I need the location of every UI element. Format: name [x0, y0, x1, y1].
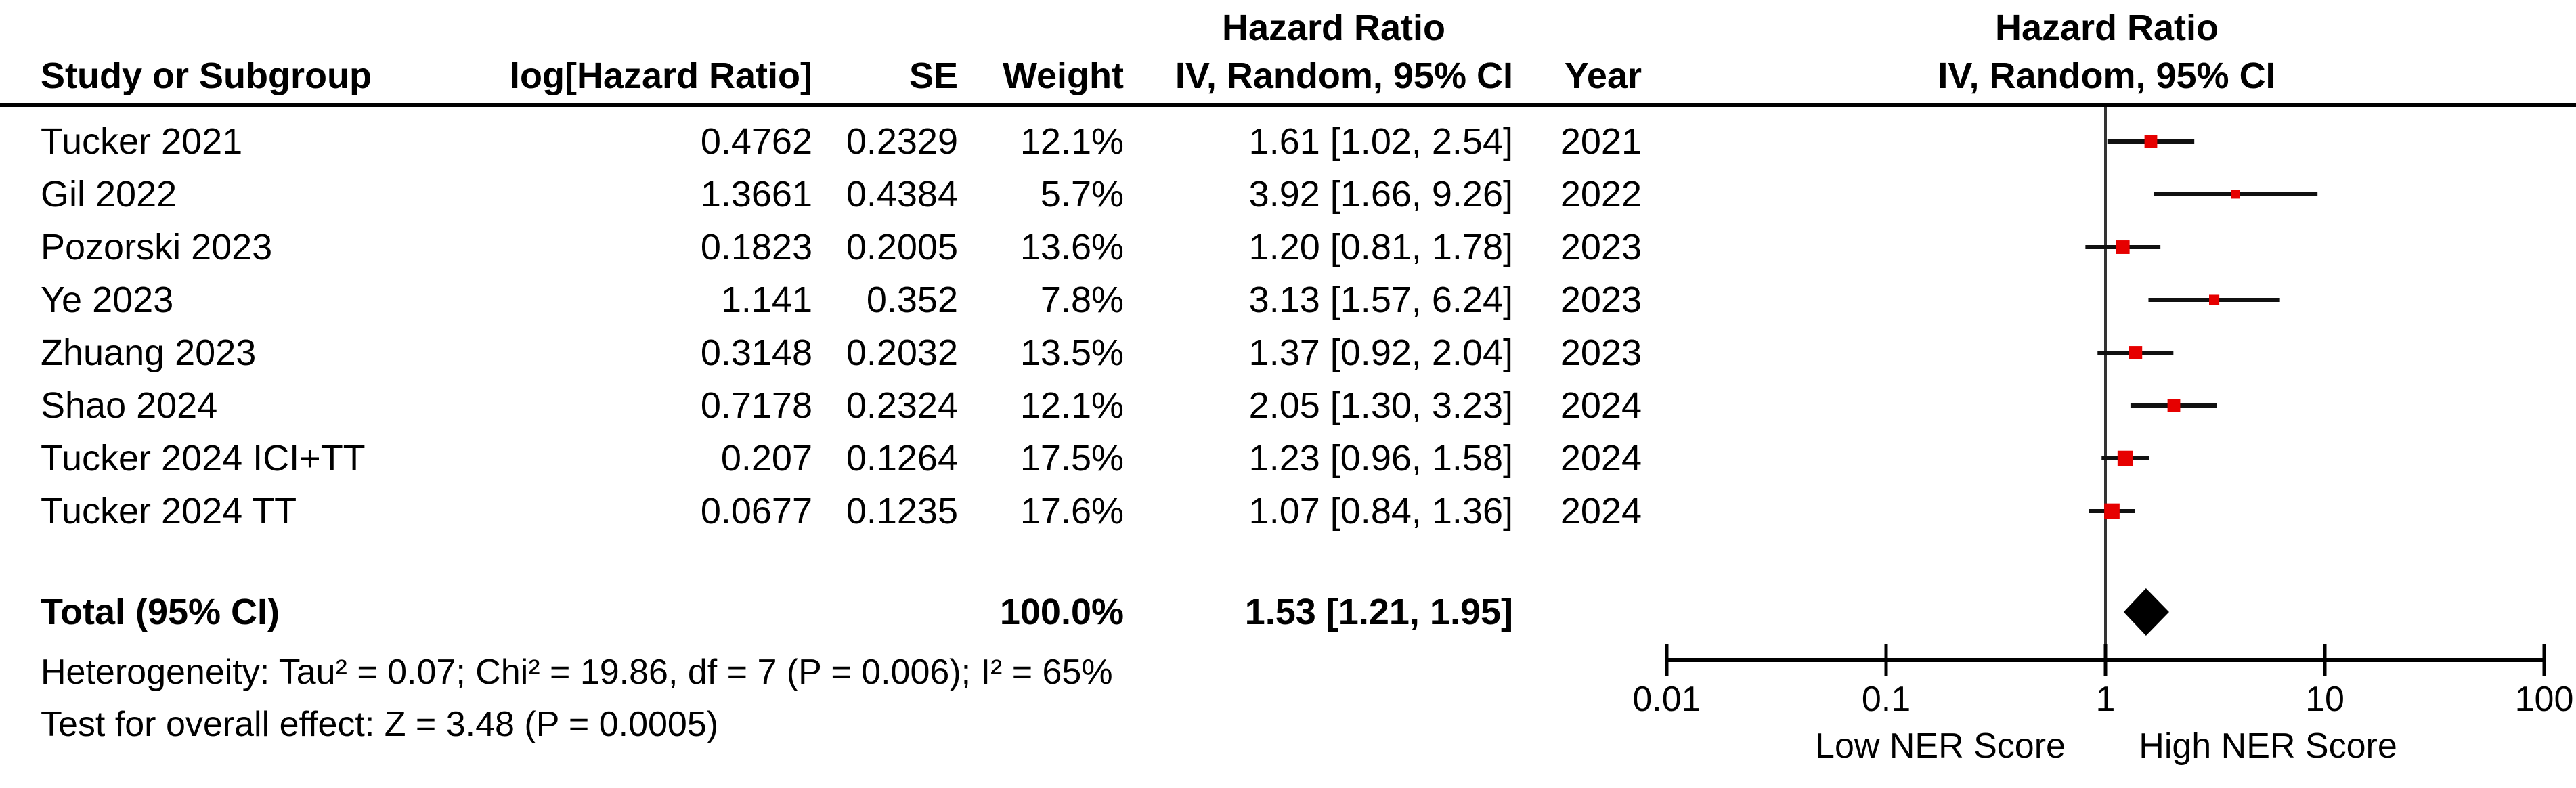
loghr-value: 0.7178 [700, 385, 812, 426]
study-name: Tucker 2024 TT [41, 491, 297, 531]
loghr-value: 0.207 [720, 438, 812, 479]
total-diamond [2123, 588, 2169, 636]
table-row: Pozorski 2023 0.1823 0.2005 13.6% 1.20 [… [0, 221, 1665, 273]
year-value: 2024 [1560, 385, 1642, 426]
column-header-year: Year [1564, 56, 1642, 96]
ci-value: 3.92 [1.66, 9.26] [1248, 174, 1513, 215]
axis-tick-label-0.1: 0.1 [1861, 680, 1911, 719]
table-row: Tucker 2024 ICI+TT 0.207 0.1264 17.5% 1.… [0, 432, 1665, 485]
plot-hazard-ratio-group-header: Hazard Ratio [1994, 7, 2219, 48]
study-name: Shao 2024 [41, 385, 218, 426]
effect-square-4 [2129, 346, 2143, 359]
se-value: 0.2005 [846, 227, 958, 267]
axis-label-high: High NER Score [2139, 726, 2397, 766]
table-row: Zhuang 2023 0.3148 0.2032 13.5% 1.37 [0.… [0, 326, 1665, 379]
weight-value: 7.8% [1040, 280, 1124, 320]
weight-value: 17.6% [1020, 491, 1124, 531]
year-value: 2021 [1560, 121, 1642, 162]
weight-value: 13.5% [1020, 332, 1124, 373]
column-header-study: Study or Subgroup [41, 56, 372, 96]
weight-value: 13.6% [1020, 227, 1124, 267]
study-name: Tucker 2021 [41, 121, 243, 162]
weight-value: 12.1% [1020, 121, 1124, 162]
table-row: Gil 2022 1.3661 0.4384 5.7% 3.92 [1.66, … [0, 168, 1665, 221]
loghr-value: 0.3148 [700, 332, 812, 373]
axis-tick-label-100: 100 [2514, 680, 2574, 719]
study-name: Tucker 2024 ICI+TT [41, 438, 366, 479]
total-weight: 100.0% [999, 592, 1124, 632]
study-name: Zhuang 2023 [41, 332, 257, 373]
ci-value: 1.37 [0.92, 2.04] [1248, 332, 1513, 373]
table-row: Shao 2024 0.7178 0.2324 12.1% 2.05 [1.30… [0, 379, 1665, 432]
plot-subtitle: IV, Random, 95% CI [1938, 56, 2276, 96]
year-value: 2024 [1560, 491, 1642, 531]
effect-square-7 [2104, 503, 2120, 519]
ci-value: 1.61 [1.02, 2.54] [1248, 121, 1513, 162]
ci-value: 2.05 [1.30, 3.23] [1248, 385, 1513, 426]
loghr-value: 0.4762 [700, 121, 812, 162]
axis-tick-label-0.01: 0.01 [1632, 680, 1701, 719]
effect-square-2 [2116, 240, 2130, 254]
column-header-ci: IV, Random, 95% CI [1175, 56, 1513, 96]
heterogeneity-note: Heterogeneity: Tau² = 0.07; Chi² = 19.86… [41, 653, 1113, 692]
axis-tick-label-1: 1 [2095, 680, 2116, 719]
table-row: Tucker 2024 TT 0.0677 0.1235 17.6% 1.07 … [0, 485, 1665, 538]
se-value: 0.352 [866, 280, 958, 320]
weight-value: 12.1% [1020, 385, 1124, 426]
effect-square-3 [2209, 294, 2220, 305]
effect-square-1 [2231, 190, 2240, 199]
table-hazard-ratio-group-header: Hazard Ratio [1221, 7, 1446, 48]
total-ci: 1.53 [1.21, 1.95] [1244, 592, 1513, 632]
year-value: 2023 [1560, 332, 1642, 373]
axis-tick-label-10: 10 [2305, 680, 2344, 719]
weight-value: 17.5% [1020, 438, 1124, 479]
column-header-se: SE [909, 56, 958, 96]
effect-square-5 [2167, 399, 2181, 412]
total-label: Total (95% CI) [41, 592, 280, 632]
year-value: 2023 [1560, 280, 1642, 320]
ci-value: 1.23 [0.96, 1.58] [1248, 438, 1513, 479]
axis-label-low: Low NER Score [1815, 726, 2066, 766]
loghr-value: 1.3661 [700, 174, 812, 215]
total-row: Total (95% CI) 100.0% 1.53 [1.21, 1.95] [0, 586, 1665, 638]
se-value: 0.1235 [846, 491, 958, 531]
study-name: Pozorski 2023 [41, 227, 273, 267]
ci-value: 3.13 [1.57, 6.24] [1248, 280, 1513, 320]
loghr-value: 0.0677 [700, 491, 812, 531]
study-name: Gil 2022 [41, 174, 177, 215]
se-value: 0.1264 [846, 438, 958, 479]
weight-value: 5.7% [1040, 174, 1124, 215]
ci-value: 1.07 [0.84, 1.36] [1248, 491, 1513, 531]
table-row: Ye 2023 1.141 0.352 7.8% 3.13 [1.57, 6.2… [0, 273, 1665, 326]
header-divider-line [0, 103, 2576, 107]
loghr-value: 0.1823 [700, 227, 812, 267]
effect-square-0 [2144, 135, 2158, 148]
se-value: 0.2324 [846, 385, 958, 426]
overall-effect-note: Test for overall effect: Z = 3.48 (P = 0… [41, 705, 719, 744]
ci-value: 1.20 [0.81, 1.78] [1248, 227, 1513, 267]
se-value: 0.2329 [846, 121, 958, 162]
loghr-value: 1.141 [720, 280, 812, 320]
se-value: 0.2032 [846, 332, 958, 373]
year-value: 2023 [1560, 227, 1642, 267]
study-name: Ye 2023 [41, 280, 174, 320]
se-value: 0.4384 [846, 174, 958, 215]
year-value: 2024 [1560, 438, 1642, 479]
table-row: Tucker 2021 0.4762 0.2329 12.1% 1.61 [1.… [0, 115, 1665, 168]
column-header-weight: Weight [1003, 56, 1124, 96]
effect-square-6 [2117, 450, 2133, 466]
column-header-loghr: log[Hazard Ratio] [509, 56, 812, 96]
year-value: 2022 [1560, 174, 1642, 215]
